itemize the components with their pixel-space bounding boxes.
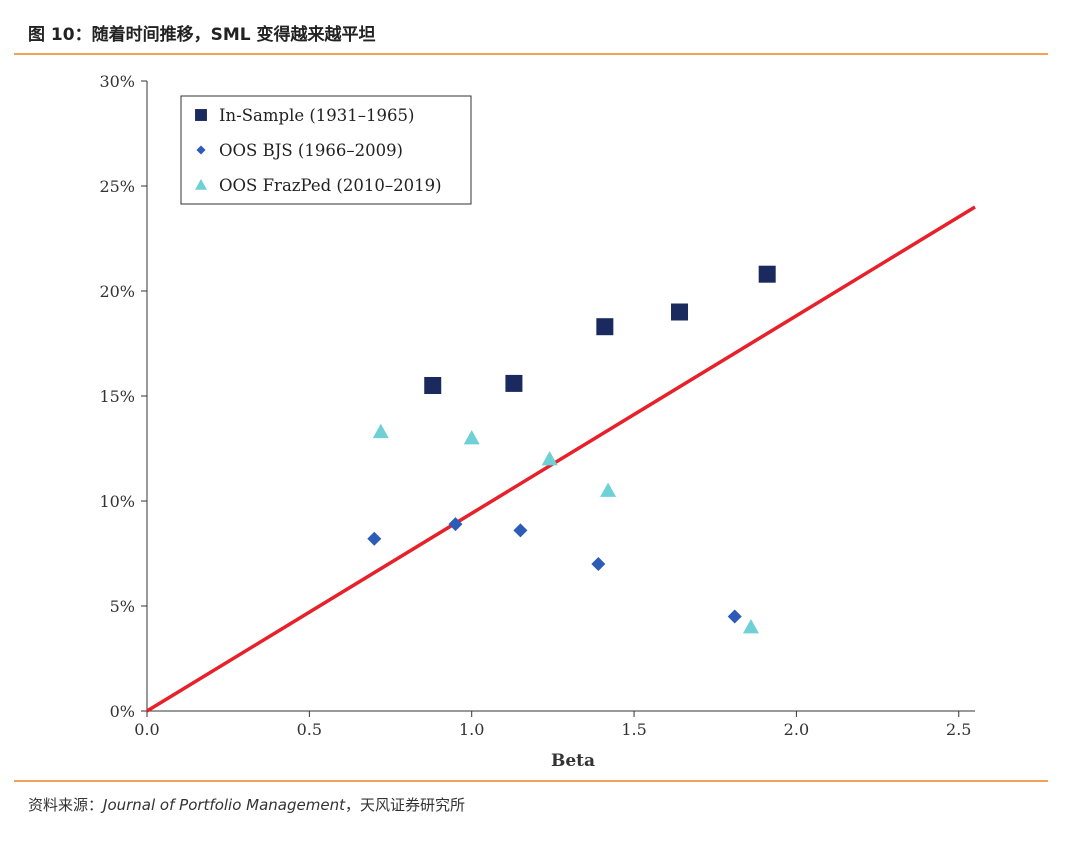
legend-label: In-Sample (1931–1965) [219, 106, 414, 125]
x-tick-label: 1.5 [621, 720, 646, 739]
triangle-point [463, 430, 480, 445]
legend-label: OOS FrazPed (2010–2019) [219, 176, 442, 195]
source-suffix: ，天风证券研究所 [344, 796, 465, 814]
source-divider [14, 780, 1048, 782]
y-tick-label: 0% [110, 702, 135, 721]
diamond-point [727, 609, 742, 624]
triangle-point [372, 423, 389, 439]
chart: 0% 5% 10% 15% 20% 25% 30% 0.0 0.5 1.0 1.5 2.0 2.5 Bet… [99, 72, 976, 771]
legend-square-icon [195, 109, 207, 121]
source-note: 资料来源：Journal of Portfolio Management，天风证… [28, 794, 465, 815]
title-divider [14, 53, 1048, 55]
legend-label: OOS BJS (1966–2009) [219, 141, 403, 160]
diamond-point [513, 523, 528, 538]
sml-line [146, 205, 976, 713]
diamond-point [448, 517, 463, 532]
triangle-point [742, 619, 759, 634]
source-journal: Journal of Portfolio Management [103, 796, 345, 814]
chart-axes: 0% 5% 10% 15% 20% 25% 30% 0.0 0.5 1.0 1.5 2.0 2.5 Bet… [99, 72, 975, 771]
diamond-point [591, 557, 606, 571]
x-tick-label: 0.5 [297, 720, 322, 739]
y-tick-label: 25% [99, 177, 135, 196]
sml-line-group [146, 205, 976, 713]
data-points [367, 265, 776, 634]
legend-diamond-icon [196, 145, 206, 155]
source-prefix: 资料来源： [28, 796, 104, 814]
square-point [671, 303, 689, 321]
legend: In-Sample (1931–1965) OOS BJS (1966–2009)… [180, 95, 472, 205]
x-tick-label: 1.0 [459, 720, 484, 739]
triangle-point [541, 451, 558, 466]
square-point [596, 318, 614, 336]
y-tick-label: 30% [99, 72, 135, 91]
triangle-point [600, 482, 617, 497]
square-point [758, 265, 776, 283]
diamond-point [367, 531, 382, 546]
legend-triangle-icon [195, 179, 207, 190]
y-tick-label: 15% [99, 387, 135, 406]
square-point [505, 374, 523, 392]
square-point [424, 377, 442, 394]
y-tick-label: 5% [110, 597, 135, 616]
x-tick-label: 0.0 [134, 720, 159, 739]
x-axis-label: Beta [551, 751, 595, 771]
figure-title: 图 10：随着时间推移，SML 变得越来越平坦 [28, 25, 376, 45]
x-tick-label: 2.0 [784, 720, 809, 739]
x-tick-label: 2.5 [946, 720, 971, 739]
y-tick-label: 10% [99, 492, 135, 511]
legend-box [180, 95, 472, 205]
y-tick-label: 20% [99, 282, 135, 301]
